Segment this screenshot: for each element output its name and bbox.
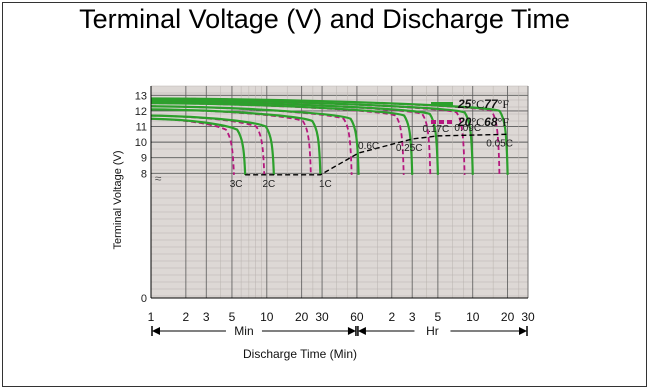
legend-text-part: °F — [498, 97, 510, 111]
discharge-curve-0.25C-25c — [150, 102, 414, 175]
legend-text-part: °C — [471, 115, 484, 129]
legend-text-part: 77 — [484, 97, 499, 111]
discharge-curve-0.6C-25c — [150, 105, 360, 175]
x-tick-label: 5 — [229, 310, 236, 324]
x-tick-label: 20 — [295, 310, 309, 324]
x-tick-label: 10 — [260, 310, 274, 324]
range-arrow — [347, 327, 356, 335]
y-tick-label: 9 — [141, 153, 147, 165]
y-tick-label: 13 — [135, 90, 147, 102]
legend-entry-solid: 25°C77°F — [457, 97, 509, 111]
x-tick-label: 2 — [183, 310, 190, 324]
cutoff-line — [245, 133, 508, 176]
series-label-3C: 3C — [230, 179, 243, 190]
y-axis-label: Terminal Voltage (V) — [112, 150, 124, 249]
series-label-0.17C: 0.17C — [423, 124, 450, 135]
series-label-0.09C: 0.09C — [454, 123, 481, 134]
discharge-curve-0.09C-25c — [150, 98, 474, 175]
legend-text-part: 25 — [457, 97, 472, 111]
discharge-curve-0.17C-25c — [150, 100, 439, 175]
series-label-1C: 1C — [319, 179, 332, 190]
x-tick-label: 20 — [501, 310, 515, 324]
range-arrow — [152, 327, 160, 335]
y-tick-label: 0 — [141, 293, 147, 305]
range-label-min: Min — [234, 324, 253, 338]
plot-background — [151, 86, 528, 298]
x-tick-label: 60 — [350, 310, 364, 324]
slide-title: Terminal Voltage (V) and Discharge Time — [79, 4, 570, 34]
y-tick-label: 11 — [136, 122, 147, 134]
legend-text-part: °C — [471, 97, 484, 111]
series-label-0.05C: 0.05C — [486, 138, 513, 149]
range-arrow — [357, 327, 366, 335]
x-tick-label: 30 — [315, 310, 329, 324]
legend-entry-dashed: 20°C68°F — [457, 115, 509, 129]
series-label-0.6C: 0.6C — [358, 141, 379, 152]
legend-text-part: 68 — [484, 115, 498, 129]
axis-break-symbol: ≈ — [155, 172, 162, 186]
x-tick-label: 2 — [388, 310, 395, 324]
discharge-curve-3C-25c — [150, 117, 247, 175]
discharge-curve-0.05C-25c — [150, 97, 509, 175]
legend: 25°C77°F20°C68°F — [431, 97, 509, 129]
cutoff-voltage-line — [245, 133, 508, 176]
y-tick-label: 8 — [141, 168, 147, 180]
discharge-curve-2C-25c — [150, 114, 275, 175]
series-label-2C: 2C — [262, 179, 275, 190]
discharge-curve-2C-20c — [150, 114, 266, 175]
x-tick-label: 5 — [435, 310, 442, 324]
legend-text-part: 20 — [457, 115, 472, 129]
x-tick-label: 1 — [148, 310, 155, 324]
discharge-curve-1C-25c — [150, 108, 322, 175]
legend-text-part: °F — [498, 115, 510, 129]
y-tick-label: 12 — [135, 106, 147, 118]
x-tick-label: 3 — [203, 310, 210, 324]
x-tick-label: 3 — [409, 310, 416, 324]
series-lines — [150, 97, 509, 175]
y-tick-label: 10 — [135, 137, 147, 149]
range-label-hr: Hr — [426, 324, 439, 338]
x-tick-label: 30 — [521, 310, 535, 324]
x-tick-label: 10 — [466, 310, 480, 324]
series-label-0.25C: 0.25C — [396, 143, 423, 154]
x-axis-label: Discharge Time (Min) — [243, 347, 357, 361]
range-arrow — [519, 327, 527, 335]
